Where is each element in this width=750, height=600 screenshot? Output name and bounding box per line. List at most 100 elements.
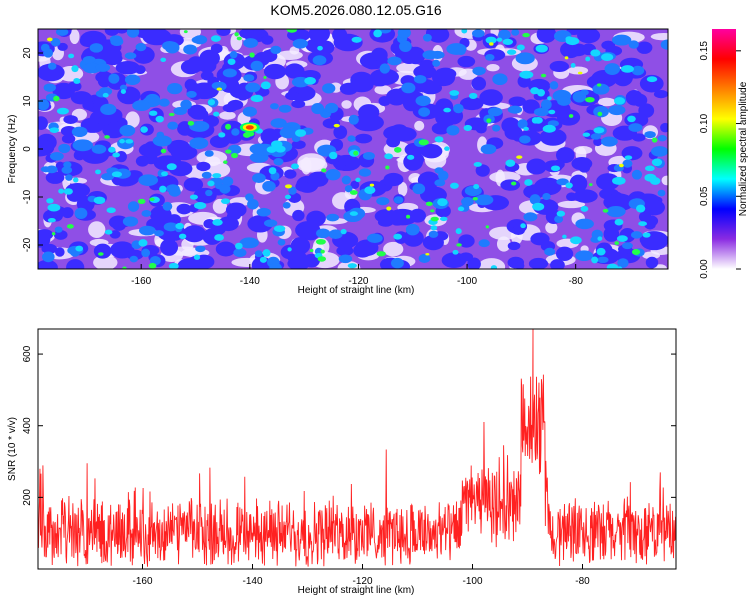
heatmap-blob — [231, 152, 239, 159]
heatmap-blob — [606, 263, 619, 269]
heatmap-blob — [46, 198, 54, 204]
heatmap-blob — [142, 29, 172, 46]
heatmap-blob — [280, 244, 300, 260]
heatmap-blob — [443, 107, 452, 113]
heatmap-blob — [269, 262, 282, 269]
heatmap-blob — [517, 119, 528, 129]
heatmap-blob — [406, 214, 411, 219]
heatmap-blob — [176, 203, 192, 215]
heatmap-low-blob — [219, 111, 236, 120]
heatmap-blob — [621, 65, 634, 73]
heatmap-blob — [199, 49, 220, 67]
heatmap-blob — [640, 234, 668, 251]
heatmap-blob — [247, 198, 259, 210]
heatmap-blob — [646, 76, 658, 83]
heatmap-blob — [129, 255, 138, 263]
heatmap-blob — [492, 73, 508, 86]
heatmap-blob — [98, 252, 104, 256]
heatmap-blob — [597, 256, 609, 264]
heatmap-blob — [268, 167, 277, 175]
colorbar-tick-label: 0.15 — [699, 41, 710, 61]
heatmap-blob — [270, 103, 279, 110]
heatmap-blob — [291, 140, 306, 150]
heatmap-blob — [376, 251, 386, 257]
heatmap-blob — [427, 29, 450, 43]
heatmap-blob — [256, 207, 271, 217]
heatmap-blob — [461, 197, 474, 207]
heatmap-blob — [344, 185, 353, 193]
heatmap-blob — [100, 103, 117, 115]
snr-series-line — [38, 329, 676, 567]
heatmap-blob — [61, 134, 76, 144]
heatmap-blob — [250, 60, 264, 72]
heatmap-blob — [47, 217, 56, 223]
heatmap-blob — [596, 247, 606, 256]
heatmap-x-tick-label: -120 — [348, 276, 368, 287]
heatmap-blob — [98, 87, 113, 96]
heatmap-blob — [449, 90, 460, 96]
heatmap-blob — [53, 95, 60, 102]
heatmap-blob — [104, 29, 120, 36]
heatmap-blob — [329, 151, 338, 160]
heatmap-blob — [135, 65, 146, 75]
heatmap-blob — [71, 126, 88, 138]
heatmap-blob — [63, 188, 73, 195]
heatmap-blob — [456, 243, 462, 247]
heatmap-low-blob — [69, 29, 80, 45]
heatmap-blob — [596, 173, 620, 191]
heatmap-x-ticks: -160 -140 -120 -100 -80 — [131, 264, 583, 287]
heatmap-blob — [523, 212, 538, 222]
heatmap-blob — [657, 189, 666, 197]
heatmap-blob — [326, 213, 340, 222]
heatmap-blob — [418, 139, 429, 146]
heatmap-blob — [312, 55, 327, 66]
heatmap-blob — [201, 171, 212, 179]
heatmap-blob — [262, 249, 271, 257]
heatmap-blob — [604, 63, 621, 75]
heatmap-blob — [213, 111, 220, 117]
heatmap-blob — [140, 126, 148, 133]
colorbar-ticks: 0.00 0.05 0.10 0.15 — [699, 41, 741, 279]
heatmap-low-blob — [661, 175, 668, 186]
snr-y-tick-label: 200 — [22, 489, 33, 506]
heatmap-low-blob — [414, 120, 425, 131]
heatmap-blob — [367, 233, 383, 244]
heatmap-blob — [548, 109, 556, 115]
heatmap-blob — [474, 68, 483, 76]
heatmap-blob — [287, 192, 302, 203]
heatmap-blob — [425, 201, 433, 207]
heatmap-blob — [292, 38, 308, 49]
heatmap-blob — [612, 176, 626, 185]
heatmap-blob — [95, 169, 101, 175]
heatmap-blob — [523, 126, 529, 131]
heatmap-blob — [216, 87, 223, 91]
heatmap-blob — [168, 112, 175, 117]
heatmap-blob — [603, 226, 620, 242]
heatmap-blob — [501, 117, 521, 134]
heatmap-blob — [271, 140, 283, 149]
heatmap-blob — [56, 107, 69, 115]
heatmap-blob — [104, 229, 113, 235]
colorbar-label: Normalized spectral amplitude — [738, 81, 749, 216]
heatmap-blob — [603, 193, 635, 212]
heatmap-blob — [401, 82, 416, 94]
heatmap-blob — [511, 29, 520, 36]
heatmap-low-blob — [545, 221, 558, 234]
heatmap-blob — [126, 29, 140, 38]
heatmap-blob — [498, 29, 511, 41]
heatmap-blob — [487, 107, 503, 117]
heatmap-blob — [304, 76, 316, 85]
heatmap-blob — [66, 224, 74, 229]
heatmap-blob — [565, 182, 573, 189]
heatmap-blob — [600, 136, 618, 147]
heatmap-blob — [608, 105, 626, 116]
heatmap-blob — [108, 73, 120, 84]
snr-y-tick-label: 600 — [22, 345, 33, 362]
heatmap-blob — [575, 218, 594, 230]
heatmap-blob — [431, 122, 451, 135]
heatmap-blob — [519, 135, 531, 144]
heatmap-blob — [73, 177, 79, 183]
heatmap-blob — [472, 197, 478, 201]
heatmap-blob — [455, 228, 462, 235]
